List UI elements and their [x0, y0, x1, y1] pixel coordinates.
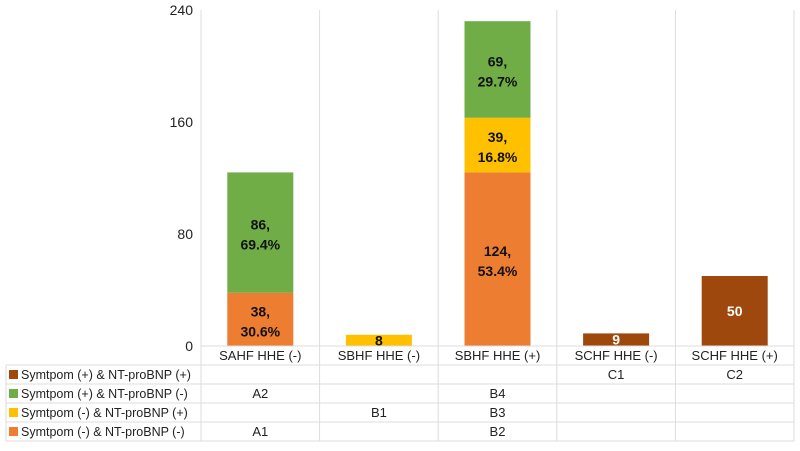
data-label: 69, 29.7%	[478, 54, 518, 90]
legend-row: Symtpom (-) & NT-proBNP (-) A1 B2	[9, 424, 505, 439]
table-cell: B4	[490, 386, 506, 401]
bar-segment	[227, 292, 294, 346]
legend-label: Symtpom (+) & NT-proBNP (+)	[21, 368, 191, 382]
table-cell: C2	[726, 367, 743, 382]
y-tick-label: 160	[170, 114, 194, 130]
data-table: SAHF HHE (-) SBHF HHE (-) SBHF HHE (+) SCHF…	[5, 345, 794, 442]
x-category-label: SBHF HHE (-)	[338, 348, 420, 363]
legend-swatch	[9, 370, 18, 379]
legend-label: Symtpom (+) & NT-proBNP (-)	[21, 387, 188, 401]
table-cell: B2	[490, 424, 506, 439]
legend-row: Symtpom (+) & NT-proBNP (+) C1 C2	[9, 367, 743, 382]
bar-segment	[227, 172, 294, 293]
y-tick-label: 0	[185, 338, 193, 354]
legend-swatch	[9, 389, 18, 398]
table-cell: A1	[252, 424, 268, 439]
x-category-label: SCHF HHE (-)	[575, 348, 658, 363]
y-tick-label: 80	[177, 226, 193, 242]
bar-segment	[345, 334, 412, 346]
legend-swatch	[9, 427, 18, 436]
x-category-label: SAHF HHE (-)	[219, 348, 301, 363]
bar-segment	[464, 21, 531, 118]
bar-segment	[464, 117, 531, 173]
data-label: 124, 53.4%	[478, 243, 518, 279]
table-cell: B1	[371, 405, 387, 420]
table-cell: B3	[490, 405, 506, 420]
legend-label: Symtpom (-) & NT-proBNP (-)	[21, 425, 185, 439]
table-cell: A2	[252, 386, 268, 401]
data-label: 8	[375, 332, 383, 348]
bar-segment	[464, 172, 531, 346]
data-label: 50	[727, 303, 743, 319]
x-category-label: SCHF HHE (+)	[692, 348, 778, 363]
table-cell: C1	[608, 367, 625, 382]
legend-row: Symtpom (+) & NT-proBNP (-) A2 B4	[9, 386, 505, 401]
bars: 38, 30.6% 124, 53.4% 8 39, 16.8% 86, 69.4% 69, 29.…	[227, 21, 768, 348]
bar-segment	[583, 333, 650, 346]
bar-segment	[701, 276, 768, 346]
x-category-label: SBHF HHE (+)	[455, 348, 541, 363]
data-label: 39, 16.8%	[478, 129, 518, 165]
legend-row: Symtpom (-) & NT-proBNP (+) B1 B3	[9, 405, 505, 420]
data-label: 9	[612, 332, 620, 348]
grid-lines	[200, 10, 795, 441]
legend-swatch	[9, 408, 18, 417]
legend-label: Symtpom (-) & NT-proBNP (+)	[21, 406, 188, 420]
data-label: 86, 69.4%	[240, 217, 280, 253]
y-tick-label: 240	[170, 2, 194, 18]
data-label: 38, 30.6%	[240, 303, 280, 339]
